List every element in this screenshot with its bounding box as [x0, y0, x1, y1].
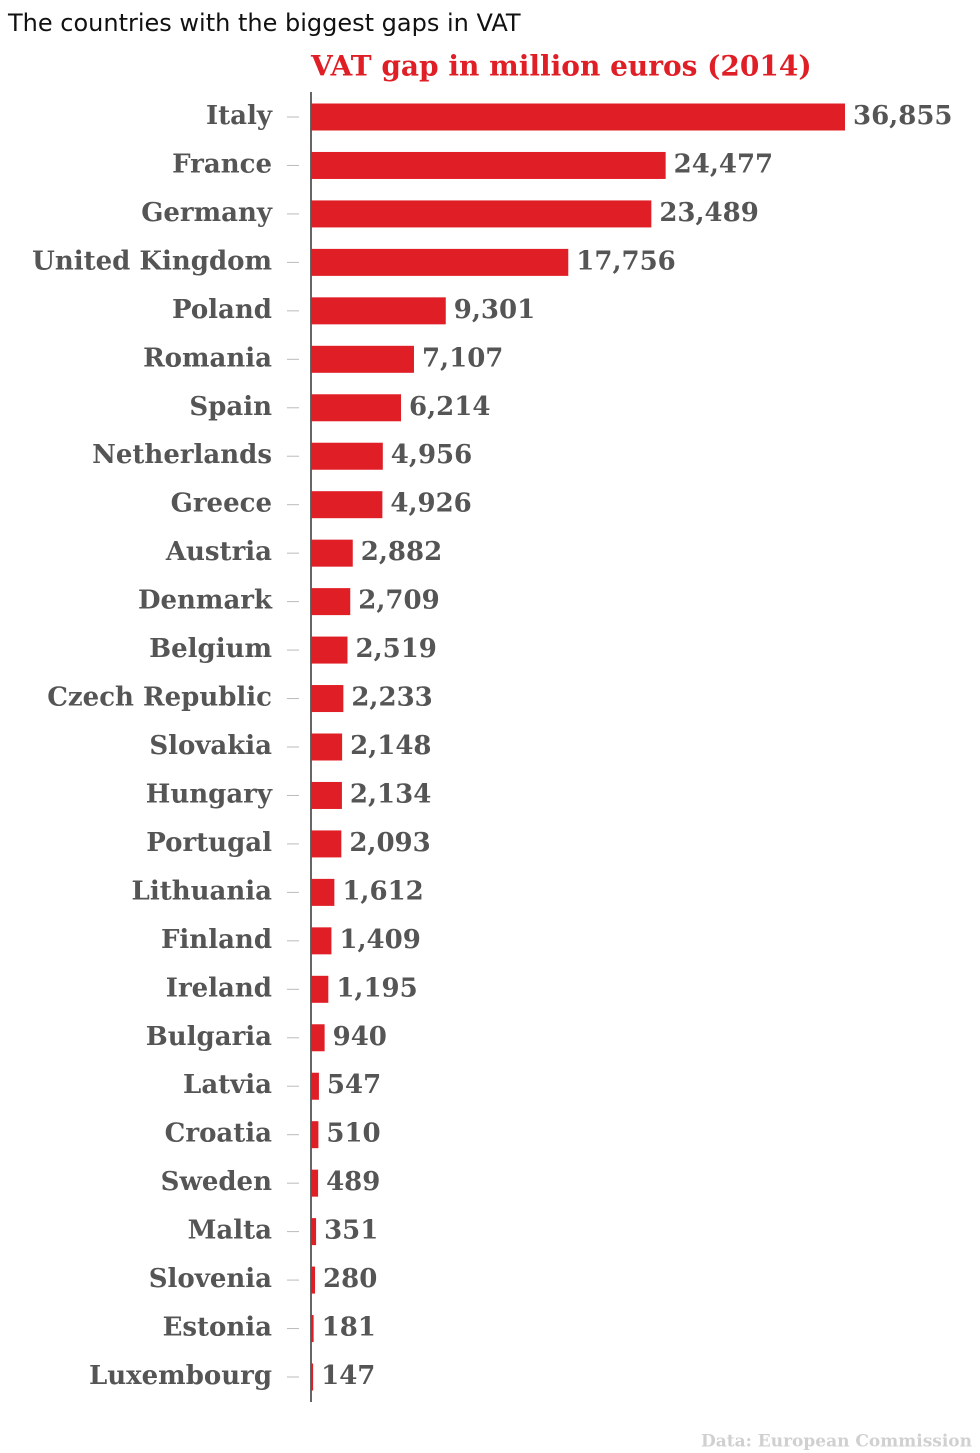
- value-label: 1,409: [339, 925, 420, 955]
- value-label: 7,107: [422, 343, 503, 373]
- value-label: 547: [327, 1070, 381, 1100]
- y-tick-label: Romania: [143, 343, 272, 373]
- bar: [311, 588, 351, 616]
- y-tick-label: Netherlands: [92, 440, 272, 470]
- value-label: 2,709: [358, 586, 439, 616]
- value-label: 1,612: [342, 876, 423, 906]
- y-tick-label: Italy: [206, 101, 273, 131]
- y-tick-label: Lithuania: [132, 876, 273, 906]
- bar: [311, 733, 343, 761]
- bar: [311, 878, 335, 906]
- bar: [311, 1169, 319, 1197]
- value-label: 280: [323, 1264, 377, 1294]
- bar: [311, 248, 569, 276]
- bar: [311, 830, 342, 858]
- y-tick-label: Bulgaria: [146, 1022, 272, 1052]
- value-label: 2,519: [355, 634, 436, 664]
- y-tick-label: Austria: [165, 537, 272, 567]
- bar: [311, 1363, 314, 1391]
- y-tick-label: Hungary: [146, 779, 273, 809]
- y-tick-label: Ireland: [166, 973, 272, 1003]
- y-tick-label: Greece: [171, 489, 272, 519]
- bar: [311, 1072, 319, 1100]
- chart-subtitle: VAT gap in million euros (2014): [310, 50, 812, 83]
- y-tick-label: Spain: [189, 392, 272, 422]
- bar: [311, 1218, 317, 1246]
- bar: [311, 927, 332, 955]
- y-tick-label: Luxembourg: [89, 1361, 272, 1391]
- y-tick-label: Poland: [172, 295, 272, 325]
- y-tick-label: Denmark: [138, 586, 273, 616]
- value-label: 23,489: [659, 198, 759, 228]
- value-label: 2,093: [349, 828, 430, 858]
- chart-title: The countries with the biggest gaps in V…: [7, 9, 521, 37]
- value-label: 4,956: [391, 440, 472, 470]
- bar: [311, 151, 666, 179]
- y-tick-label: United Kingdom: [32, 246, 272, 276]
- value-label: 1,195: [336, 973, 417, 1003]
- value-label: 24,477: [674, 149, 774, 179]
- value-label: 4,926: [390, 489, 471, 519]
- bar: [311, 297, 446, 325]
- value-label: 510: [326, 1119, 380, 1149]
- source: Data: European Commission: [701, 1432, 972, 1452]
- y-tick-label: Portugal: [146, 828, 272, 858]
- value-label: 2,134: [350, 779, 431, 809]
- value-label: 9,301: [454, 295, 535, 325]
- bar: [311, 975, 329, 1003]
- value-label: 181: [322, 1313, 376, 1343]
- y-tick-label: France: [172, 149, 272, 179]
- value-label: 36,855: [853, 101, 953, 131]
- bar: [311, 1266, 316, 1294]
- y-tick-label: Sweden: [161, 1167, 272, 1197]
- bar: [311, 394, 402, 422]
- y-tick-label: Croatia: [165, 1119, 272, 1149]
- y-tick-label: Malta: [188, 1216, 273, 1246]
- bar: [311, 636, 348, 664]
- value-label: 6,214: [409, 392, 490, 422]
- value-label: 2,233: [351, 683, 432, 713]
- bar: [311, 1121, 319, 1149]
- y-tick-label: Slovenia: [149, 1264, 272, 1294]
- y-tick-label: Latvia: [183, 1070, 272, 1100]
- y-tick-label: Finland: [161, 925, 272, 955]
- y-tick-label: Estonia: [163, 1313, 273, 1343]
- bar: [311, 103, 845, 131]
- y-tick-label: Belgium: [149, 634, 272, 664]
- bar: [311, 685, 344, 713]
- value-label: 940: [333, 1022, 387, 1052]
- bar: [311, 781, 342, 809]
- y-tick-label: Slovakia: [149, 731, 272, 761]
- bar: [311, 442, 383, 470]
- value-label: 147: [321, 1361, 375, 1391]
- value-label: 489: [326, 1167, 380, 1197]
- value-label: 2,148: [350, 731, 431, 761]
- value-label: 351: [324, 1216, 378, 1246]
- y-tick-label: Germany: [141, 198, 273, 228]
- bar: [311, 491, 383, 519]
- bar: [311, 200, 652, 228]
- value-label: 2,882: [361, 537, 442, 567]
- value-label: 17,756: [576, 246, 676, 276]
- bar: [311, 1315, 314, 1343]
- y-tick-label: Czech Republic: [47, 683, 272, 713]
- bar: [311, 345, 414, 373]
- bar: [311, 539, 353, 567]
- bar: [311, 1024, 325, 1052]
